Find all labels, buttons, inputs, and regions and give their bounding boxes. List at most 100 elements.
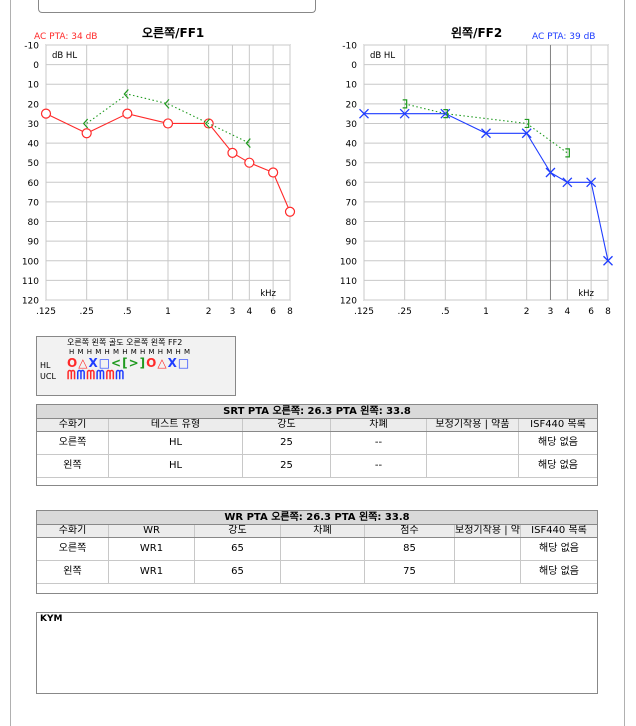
- y-tick-label: 30: [28, 120, 40, 130]
- table-cell: [281, 561, 365, 583]
- x-tick-label: .5: [441, 307, 450, 317]
- x-tick-label: .5: [123, 307, 132, 317]
- table-row: 왼쪽 HL 25 -- 해당 없음: [37, 455, 597, 478]
- srt-table-header: 수화기 테스트 유형 강도 차폐 보청기착용 | 약품 ISF440 목록: [37, 419, 597, 432]
- table-cell: 해당 없음: [539, 543, 579, 554]
- x-tick-label: .25: [398, 307, 412, 317]
- right-pta-label: AC PTA: 34 dB: [34, 32, 98, 42]
- table-cell: 오른쪽: [37, 538, 109, 560]
- column-header: 차폐: [281, 525, 365, 537]
- data-point-circle: [227, 147, 238, 158]
- legend-symbol: △: [78, 356, 88, 370]
- data-point-bracket: [245, 138, 251, 148]
- y-unit-label: dB HL: [370, 51, 395, 61]
- table-cell: WR1: [109, 561, 195, 583]
- wr-table-header: 수화기 WR 강도 차폐 점수 보청기착용 | 약 ISF440 목록: [37, 525, 597, 538]
- column-header: 수화기: [37, 525, 109, 537]
- bone-conduction-line: [404, 103, 568, 154]
- table-cell: [427, 432, 519, 454]
- column-header: WR: [109, 525, 195, 537]
- srt-table-title: SRT PTA 오른쪽: 26.3 PTA 왼쪽: 33.8: [37, 405, 597, 419]
- y-tick-label: 100: [340, 257, 357, 267]
- data-point-cross: [545, 167, 556, 178]
- legend-symbol: O: [146, 356, 157, 370]
- legend-symbol: △: [157, 356, 167, 370]
- symbol-legend: 오른쪽 왼쪽 골도 오른쪽 왼쪽 FF2 H M H M H M H M H M…: [36, 336, 236, 396]
- table-cell: HL: [109, 432, 243, 454]
- data-point-cross: [399, 108, 410, 119]
- y-tick-label: 70: [346, 198, 358, 208]
- table-cell: 85: [365, 538, 455, 560]
- table-cell: 65: [195, 561, 281, 583]
- legend-symbol: ᗰ: [115, 368, 125, 382]
- table-cell: 왼쪽: [37, 561, 109, 583]
- y-unit-label: dB HL: [52, 51, 77, 61]
- legend-symbol: X: [88, 356, 98, 370]
- table-row: 왼쪽 WR1 65 75 해당 없음: [37, 561, 597, 584]
- y-tick-label: 80: [346, 218, 358, 228]
- y-tick-label: 50: [28, 159, 40, 169]
- table-cell: [427, 455, 519, 477]
- table-cell: 해당 없음: [539, 566, 579, 577]
- y-tick-label: 30: [346, 120, 358, 130]
- legend-symbol: [: [122, 356, 128, 370]
- data-point-circle: [81, 128, 92, 139]
- y-tick-label: 70: [28, 198, 40, 208]
- data-point-cross: [562, 177, 573, 188]
- legend-hl-label: HL: [40, 361, 51, 370]
- x-tick-label: 1: [165, 307, 171, 317]
- data-point-cross: [521, 128, 532, 139]
- y-tick-label: 110: [22, 277, 39, 287]
- y-tick-label: 20: [346, 100, 358, 110]
- column-header: 보청기착용 | 약품: [427, 419, 519, 431]
- header-box: [38, 0, 316, 13]
- y-tick-label: 110: [340, 277, 357, 287]
- srt-table: SRT PTA 오른쪽: 26.3 PTA 왼쪽: 33.8 수화기 테스트 유형…: [36, 404, 598, 486]
- data-point-bracket: [565, 148, 570, 158]
- legend-symbol: X: [167, 356, 177, 370]
- x-tick-label: 3: [548, 307, 554, 317]
- legend-symbol: ᗰ: [105, 368, 115, 382]
- y-tick-label: 10: [28, 81, 40, 91]
- table-cell: [455, 561, 521, 583]
- notes-label: KYM: [40, 614, 63, 624]
- x-unit-label: kHz: [578, 289, 594, 299]
- legend-symbol: <: [111, 356, 122, 370]
- table-cell: 75: [365, 561, 455, 583]
- data-point-bracket: [123, 89, 129, 99]
- legend-hl-symbols: O△X□<[>]O△X□: [67, 356, 190, 370]
- data-point-cross: [586, 177, 597, 188]
- table-cell: WR1: [109, 538, 195, 560]
- data-point-bracket: [443, 109, 448, 119]
- wr-table: WR PTA 오른쪽: 26.3 PTA 왼쪽: 33.8 수화기 WR 강도 차폐 점…: [36, 510, 598, 594]
- table-cell: --: [331, 432, 427, 454]
- table-cell: 해당 없음: [538, 460, 578, 471]
- table-cell: 왼쪽: [37, 455, 109, 477]
- y-tick-label: 90: [346, 238, 358, 248]
- y-tick-label: 100: [22, 257, 39, 267]
- x-tick-label: .125: [36, 307, 56, 317]
- data-point-bracket: [204, 118, 211, 129]
- data-point-cross: [440, 108, 451, 119]
- x-tick-label: 4: [246, 307, 252, 317]
- data-point-circle: [122, 108, 133, 119]
- column-header: 보청기착용 | 약: [455, 525, 521, 537]
- left-pta-label: AC PTA: 39 dB: [532, 32, 596, 42]
- legend-symbol: ᗰ: [76, 368, 86, 382]
- right-chart-title: 오른쪽/FF1: [142, 26, 205, 40]
- y-tick-label: 60: [28, 179, 40, 189]
- table-cell: [455, 538, 521, 560]
- legend-symbol: ᗰ: [86, 368, 96, 382]
- y-tick-label: -10: [24, 42, 39, 52]
- y-tick-label: 0: [351, 61, 357, 71]
- y-tick-label: 20: [28, 100, 40, 110]
- table-row: 오른쪽 HL 25 -- 해당 없음: [37, 432, 597, 455]
- report-frame: [10, 0, 625, 726]
- x-tick-label: 3: [230, 307, 236, 317]
- data-point-bracket: [402, 99, 408, 109]
- data-point-circle: [40, 108, 52, 119]
- column-header: 테스트 유형: [109, 419, 243, 431]
- legend-header: 오른쪽 왼쪽 골도 오른쪽 왼쪽 FF2: [67, 338, 183, 347]
- x-tick-label: .25: [80, 307, 94, 317]
- data-point-bracket: [524, 118, 530, 129]
